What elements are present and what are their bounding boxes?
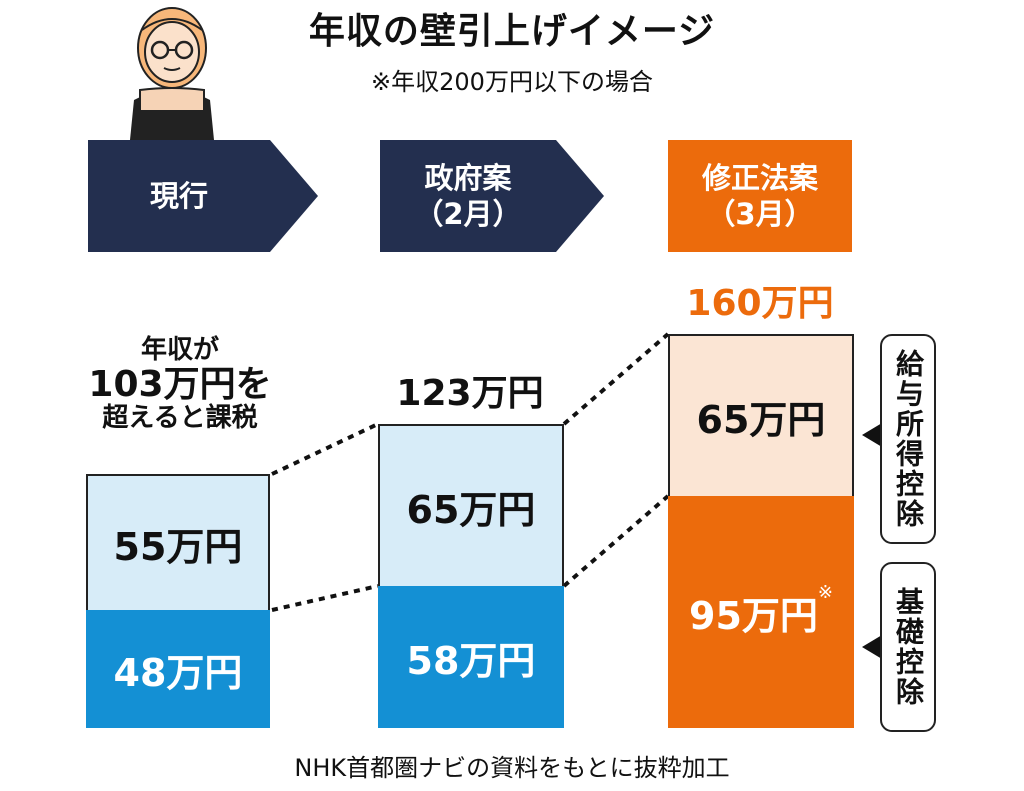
stage-gov-arrow bbox=[380, 140, 604, 252]
connector-top-2 bbox=[562, 332, 670, 426]
label-kyuyo-shotoku-kojo: 給与所得控除 bbox=[880, 334, 936, 544]
stage-gov-label: 政府案 （2月） bbox=[414, 160, 522, 231]
bar1-caption: 年収が 103万円を 超えると課税 bbox=[86, 336, 274, 433]
bar3-upper-value: 65万円 bbox=[696, 397, 826, 442]
bar1-upper-value: 55万円 bbox=[113, 524, 243, 569]
chart-subtitle: ※年収200万円以下の場合 bbox=[371, 68, 653, 96]
connector-top-1 bbox=[271, 422, 379, 476]
stage-revised-label: 修正法案 （3月） bbox=[701, 160, 818, 231]
person-illustration bbox=[130, 7, 214, 140]
bar3-lower-value: 95万円 bbox=[689, 593, 818, 638]
stage-current-label: 現行 bbox=[149, 178, 208, 213]
bar2-lower-segment: 58万円 bbox=[378, 586, 564, 728]
bar2-lower-value: 58万円 bbox=[406, 638, 536, 683]
label-kiso-kojo: 基礎控除 bbox=[880, 562, 936, 732]
bar3-upper-segment: 65万円 bbox=[668, 334, 854, 496]
stage-revised-box bbox=[668, 140, 852, 252]
pointer-kiso-icon bbox=[862, 635, 882, 659]
bar2-upper-segment: 65万円 bbox=[378, 424, 564, 586]
bar1-lower-value: 48万円 bbox=[113, 650, 243, 695]
bar1-caption-line3: 超えると課税 bbox=[102, 403, 258, 434]
stage-current-arrow bbox=[88, 140, 318, 252]
bar2-upper-value: 65万円 bbox=[406, 487, 536, 532]
bar3-lower-segment: 95万円 ※ bbox=[668, 496, 854, 728]
source-note: NHK首都圏ナビの資料をもとに抜粋加工 bbox=[294, 754, 730, 782]
stage-shapes bbox=[88, 140, 852, 252]
bar3-total-label: 160万円 bbox=[686, 283, 834, 324]
pointer-kyuyo-icon bbox=[862, 423, 882, 447]
bar1-upper-segment: 55万円 bbox=[86, 474, 270, 610]
bar3-note-mark: ※ bbox=[817, 582, 833, 603]
connector-mid-1 bbox=[271, 584, 379, 612]
connector-mid-2 bbox=[562, 494, 670, 588]
bar1-caption-line2: 103万円を bbox=[88, 363, 272, 405]
person-face bbox=[144, 21, 200, 83]
bar1-lower-segment: 48万円 bbox=[86, 610, 270, 728]
bar2-total-label: 123万円 bbox=[396, 373, 544, 414]
chart-title: 年収の壁引上げイメージ bbox=[308, 11, 716, 52]
bar1-caption-line1: 年収が bbox=[140, 335, 219, 365]
